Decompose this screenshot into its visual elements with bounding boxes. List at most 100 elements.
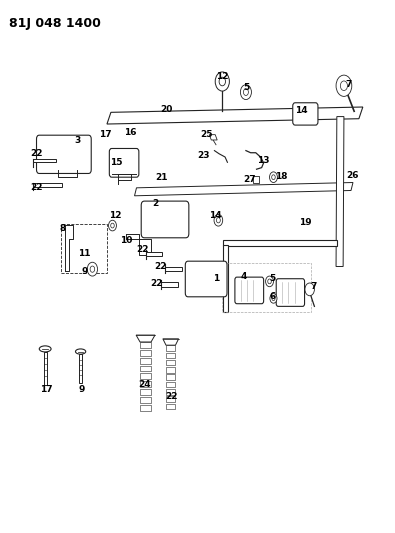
FancyBboxPatch shape xyxy=(293,103,318,125)
Circle shape xyxy=(269,172,277,182)
Polygon shape xyxy=(336,117,344,266)
Polygon shape xyxy=(166,345,175,351)
Text: 12: 12 xyxy=(109,211,121,220)
Text: 14: 14 xyxy=(295,106,308,115)
FancyBboxPatch shape xyxy=(185,261,227,297)
Text: 22: 22 xyxy=(150,279,162,288)
Ellipse shape xyxy=(75,349,86,354)
Circle shape xyxy=(219,77,226,86)
Text: 2: 2 xyxy=(152,199,158,208)
Circle shape xyxy=(272,296,275,301)
Polygon shape xyxy=(140,350,151,356)
Circle shape xyxy=(268,279,271,284)
Text: 21: 21 xyxy=(155,173,167,182)
Polygon shape xyxy=(166,397,175,402)
Text: 24: 24 xyxy=(138,380,150,389)
Text: 12: 12 xyxy=(216,71,229,80)
Polygon shape xyxy=(166,389,175,394)
Polygon shape xyxy=(166,352,175,358)
Circle shape xyxy=(241,85,252,100)
Polygon shape xyxy=(136,335,155,342)
Text: 5: 5 xyxy=(243,83,249,92)
Text: 11: 11 xyxy=(78,249,91,259)
Text: 14: 14 xyxy=(209,211,222,220)
Text: 22: 22 xyxy=(136,245,149,254)
Polygon shape xyxy=(140,342,151,348)
Polygon shape xyxy=(166,404,175,409)
Ellipse shape xyxy=(39,346,51,352)
Text: 10: 10 xyxy=(120,237,132,246)
Circle shape xyxy=(215,72,229,91)
Polygon shape xyxy=(140,389,151,395)
Text: 23: 23 xyxy=(197,151,210,160)
Circle shape xyxy=(272,175,275,180)
Polygon shape xyxy=(33,183,62,187)
Circle shape xyxy=(90,266,95,272)
Circle shape xyxy=(243,89,248,95)
FancyBboxPatch shape xyxy=(109,149,139,177)
Polygon shape xyxy=(161,282,178,287)
FancyBboxPatch shape xyxy=(141,201,189,238)
Polygon shape xyxy=(79,354,82,383)
FancyBboxPatch shape xyxy=(235,277,263,304)
Polygon shape xyxy=(223,245,228,312)
Text: 7: 7 xyxy=(310,281,317,290)
Text: 27: 27 xyxy=(243,175,256,184)
Circle shape xyxy=(340,81,348,91)
Polygon shape xyxy=(145,252,162,256)
Text: 7: 7 xyxy=(346,80,352,89)
Polygon shape xyxy=(140,397,151,403)
Polygon shape xyxy=(166,360,175,365)
Polygon shape xyxy=(223,240,337,246)
FancyBboxPatch shape xyxy=(276,279,305,306)
Circle shape xyxy=(87,262,98,276)
Text: 8: 8 xyxy=(60,224,66,233)
Polygon shape xyxy=(107,107,363,124)
Text: 22: 22 xyxy=(30,149,42,158)
FancyBboxPatch shape xyxy=(36,135,91,173)
Text: 20: 20 xyxy=(160,105,172,114)
Polygon shape xyxy=(165,266,182,271)
Polygon shape xyxy=(140,366,151,372)
Polygon shape xyxy=(135,182,353,196)
Polygon shape xyxy=(33,159,56,163)
Circle shape xyxy=(336,75,352,96)
Circle shape xyxy=(111,223,114,228)
Text: 17: 17 xyxy=(99,130,111,139)
Text: 9: 9 xyxy=(81,268,88,276)
Circle shape xyxy=(305,283,314,296)
Circle shape xyxy=(109,220,117,231)
Bar xyxy=(222,263,311,312)
Text: 6: 6 xyxy=(269,292,275,301)
Text: 15: 15 xyxy=(110,158,122,167)
Bar xyxy=(61,224,107,273)
Polygon shape xyxy=(140,381,151,387)
Text: 19: 19 xyxy=(299,218,312,227)
Polygon shape xyxy=(140,358,151,364)
Text: 22: 22 xyxy=(166,392,178,401)
Polygon shape xyxy=(209,135,217,140)
Polygon shape xyxy=(43,352,47,385)
Text: 13: 13 xyxy=(258,156,270,165)
Text: 16: 16 xyxy=(124,128,137,137)
Text: 1: 1 xyxy=(213,273,220,282)
Polygon shape xyxy=(166,382,175,387)
Text: 4: 4 xyxy=(241,272,247,280)
Polygon shape xyxy=(140,374,151,379)
Polygon shape xyxy=(140,405,151,411)
Polygon shape xyxy=(166,375,175,380)
Text: 22: 22 xyxy=(30,183,42,192)
Text: 81J 048 1400: 81J 048 1400 xyxy=(9,17,100,30)
Text: 9: 9 xyxy=(78,385,85,394)
Text: 17: 17 xyxy=(40,385,52,394)
Circle shape xyxy=(265,276,273,287)
Polygon shape xyxy=(166,367,175,373)
Circle shape xyxy=(216,217,220,223)
Text: 18: 18 xyxy=(275,172,287,181)
Circle shape xyxy=(214,214,223,226)
Text: 3: 3 xyxy=(74,136,81,145)
Text: 25: 25 xyxy=(200,130,213,139)
Text: 26: 26 xyxy=(347,171,359,180)
Circle shape xyxy=(270,294,277,303)
Polygon shape xyxy=(163,339,179,345)
